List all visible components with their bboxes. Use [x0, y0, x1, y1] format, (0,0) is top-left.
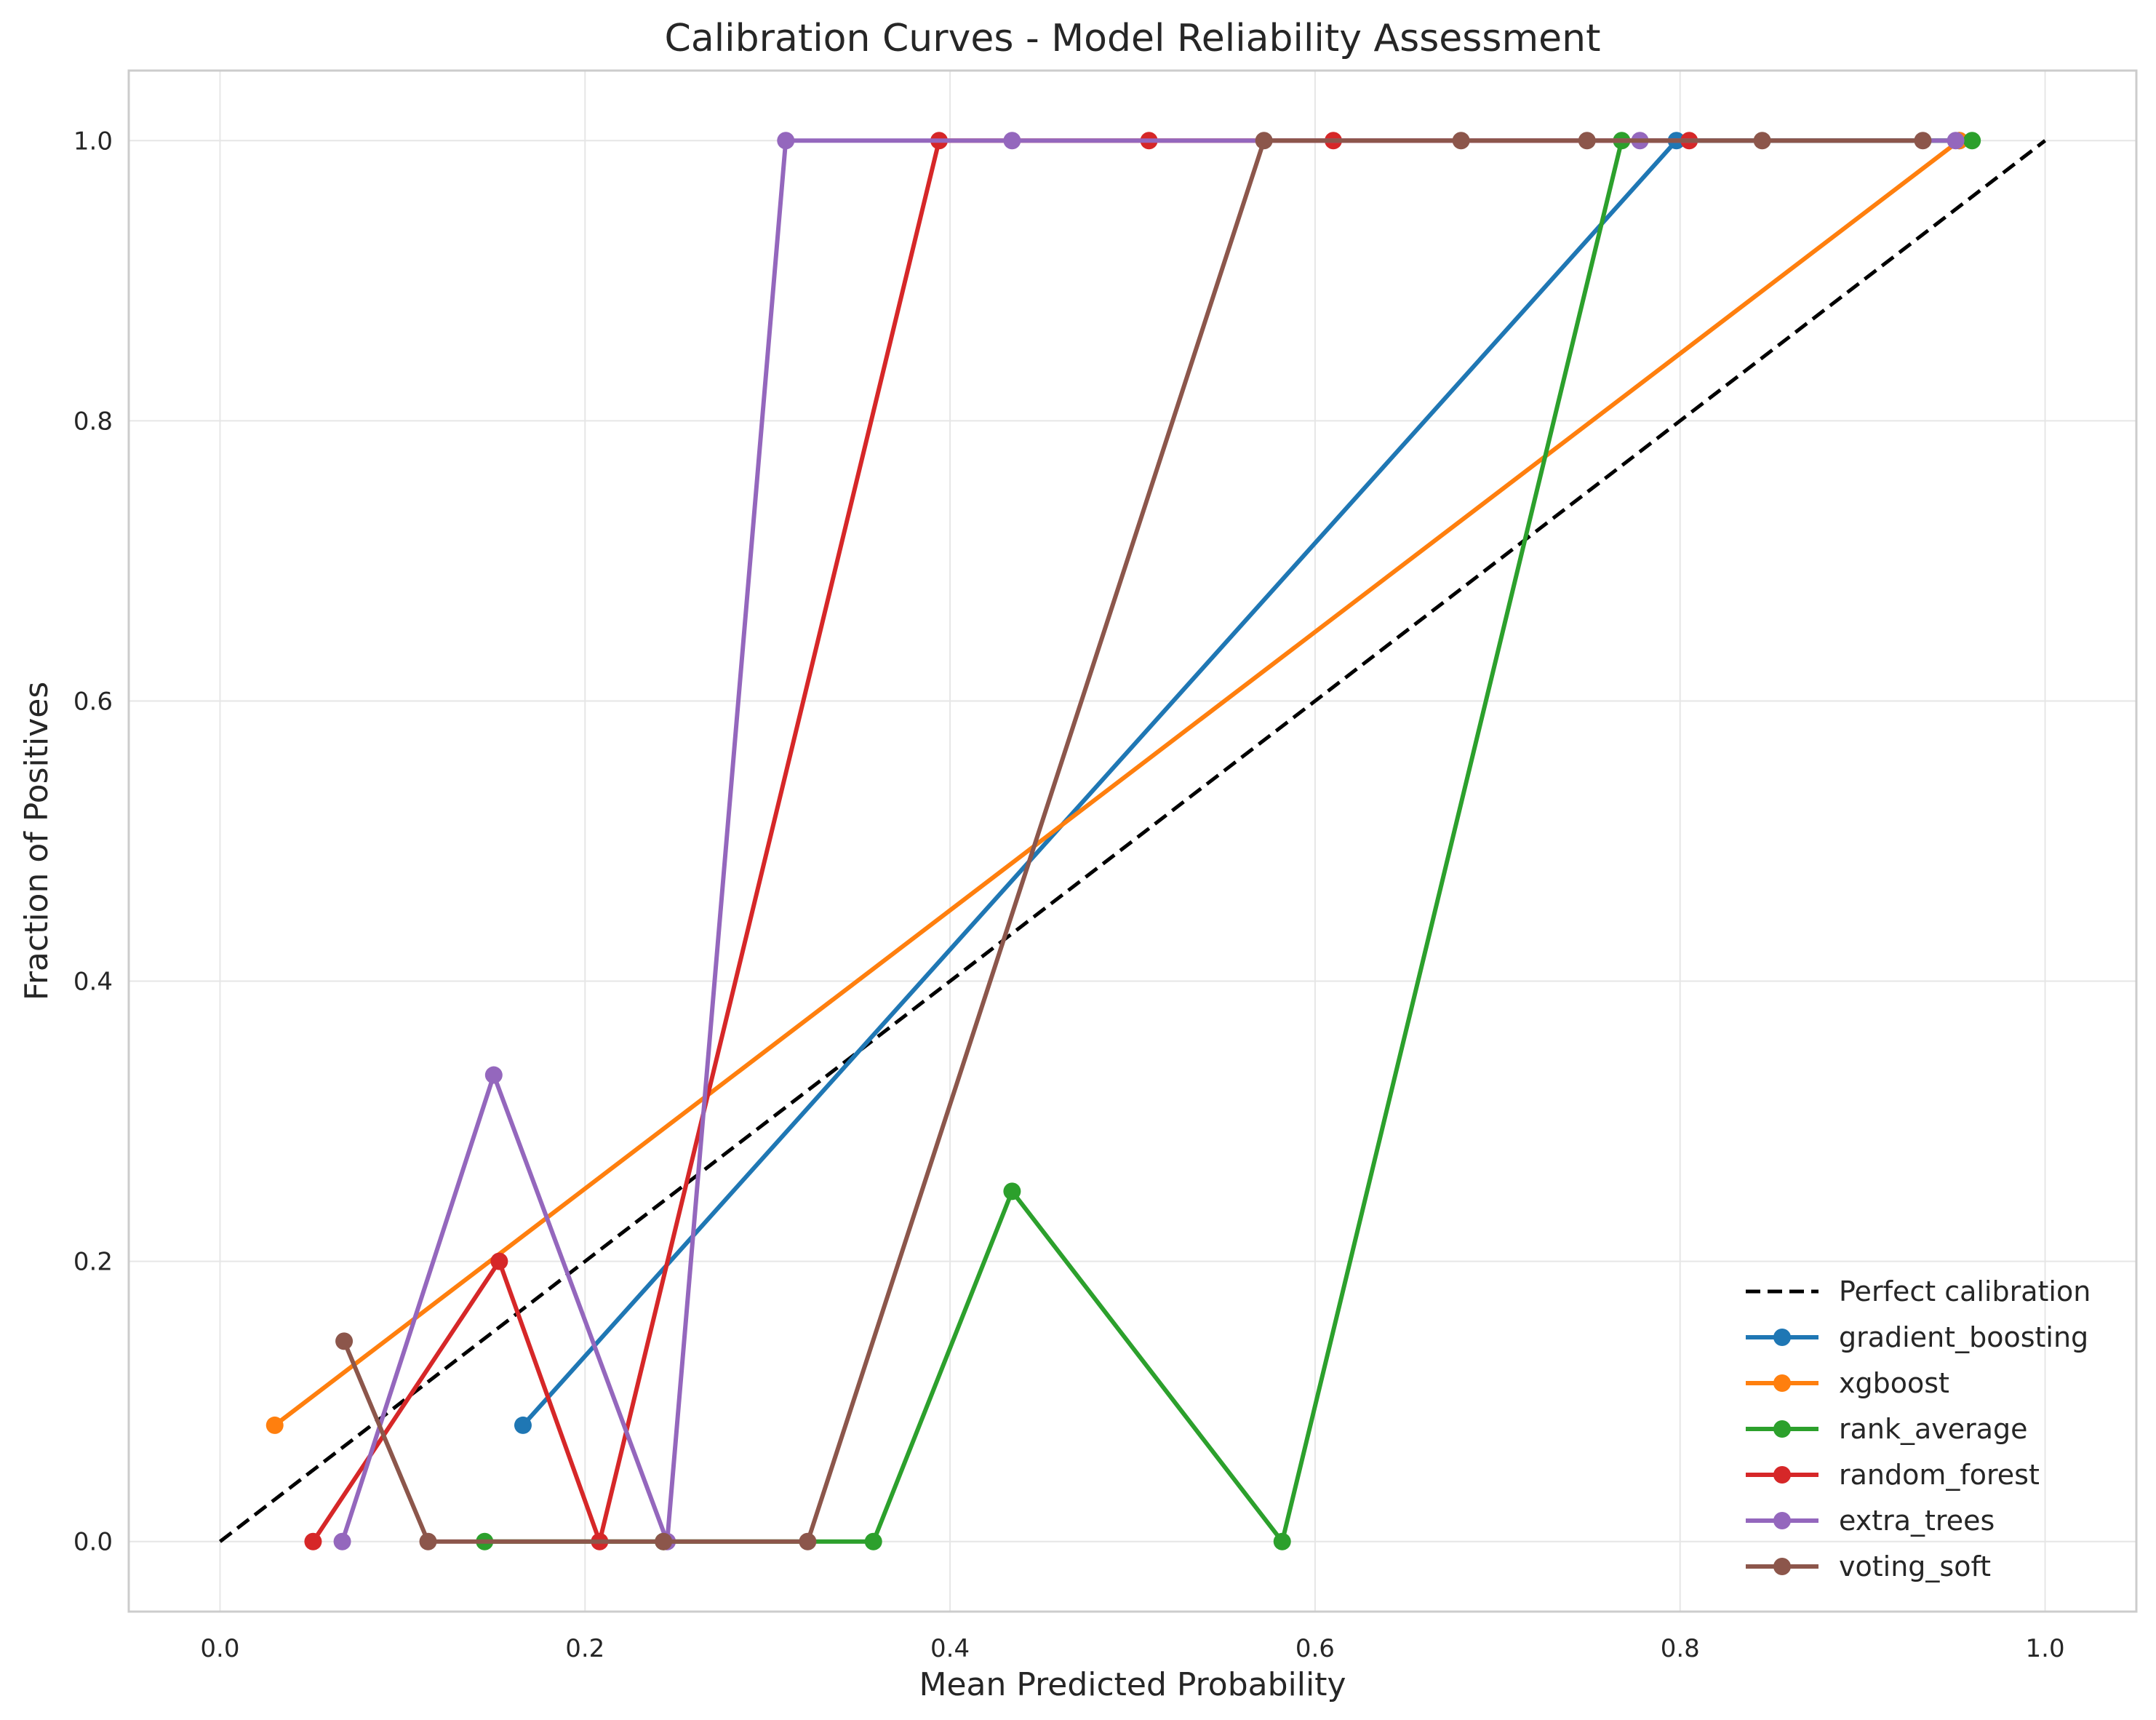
legend-marker — [1773, 1420, 1791, 1438]
y-axis-title: Fraction of Positives — [18, 682, 55, 1001]
y-tick-label: 0.6 — [73, 687, 113, 716]
legend: Perfect calibration gradient_boostingxgbo… — [1746, 1275, 2091, 1582]
data-point-xgboost — [265, 1416, 284, 1434]
legend-marker — [1773, 1466, 1791, 1484]
series-line-extra_trees — [340, 138, 1956, 1544]
y-tick-label: 0.2 — [73, 1248, 113, 1277]
x-tick-label: 1.0 — [2026, 1634, 2065, 1663]
x-axis-title: Mean Predicted Probability — [919, 1666, 1346, 1703]
legend-label: random_forest — [1839, 1459, 2040, 1491]
y-tick-label: 1.0 — [73, 127, 113, 156]
data-point-extra_trees — [777, 132, 795, 150]
legend-label: rank_average — [1839, 1413, 2028, 1445]
legend-label: extra_trees — [1839, 1505, 1995, 1537]
data-point-voting_soft — [1452, 132, 1470, 150]
data-point-voting_soft — [1578, 132, 1596, 150]
plot-frame — [127, 69, 2138, 1613]
series-line-xgboost — [273, 138, 1961, 1428]
data-point-random_forest — [304, 1532, 322, 1550]
series-line-random_forest — [311, 138, 1690, 1544]
legend-marker — [1773, 1558, 1791, 1575]
perfect-calibration-line — [218, 139, 2047, 1543]
x-tick-label: 0.4 — [930, 1634, 970, 1663]
x-tick-label: 0.2 — [565, 1634, 604, 1663]
data-point-voting_soft — [1753, 132, 1771, 150]
axes: Calibration Curves - Model Reliability A… — [18, 17, 2138, 1703]
y-tick-label: 0.0 — [73, 1528, 113, 1557]
series-line-gradient_boosting — [521, 138, 1960, 1427]
legend-label: gradient_boosting — [1839, 1321, 2088, 1353]
data-point-voting_soft — [1255, 132, 1273, 150]
data-point-random_forest — [490, 1252, 508, 1270]
legend-label: voting_soft — [1839, 1550, 1991, 1582]
y-tick-label: 0.4 — [73, 968, 113, 997]
legend-label: Perfect calibration — [1839, 1275, 2091, 1307]
data-point-voting_soft — [335, 1332, 354, 1350]
x-tick-label: 0.0 — [200, 1634, 239, 1663]
data-point-voting_soft — [655, 1532, 673, 1550]
legend-marker — [1773, 1329, 1791, 1346]
data-point-voting_soft — [799, 1532, 817, 1550]
data-point-rank_average — [1963, 132, 1981, 150]
legend-marker — [1773, 1374, 1791, 1392]
x-tick-label: 0.8 — [1661, 1634, 1700, 1663]
data-point-voting_soft — [419, 1532, 437, 1550]
plot-area — [218, 132, 2047, 1550]
data-point-rank_average — [1003, 1182, 1021, 1201]
x-tick-label: 0.6 — [1295, 1634, 1335, 1663]
y-tick-label: 0.8 — [73, 407, 113, 436]
legend-label: xgboost — [1839, 1367, 1949, 1399]
data-point-voting_soft — [1914, 132, 1932, 150]
series-line-rank_average — [484, 138, 1973, 1544]
data-point-extra_trees — [484, 1066, 503, 1084]
data-point-extra_trees — [333, 1532, 351, 1550]
legend-marker — [1773, 1512, 1791, 1529]
data-point-gradient_boosting — [514, 1416, 532, 1434]
data-point-extra_trees — [1003, 132, 1021, 150]
chart-title: Calibration Curves - Model Reliability A… — [665, 17, 1601, 60]
data-point-extra_trees — [1947, 132, 1965, 150]
data-point-rank_average — [1273, 1532, 1291, 1550]
data-point-rank_average — [864, 1532, 882, 1550]
